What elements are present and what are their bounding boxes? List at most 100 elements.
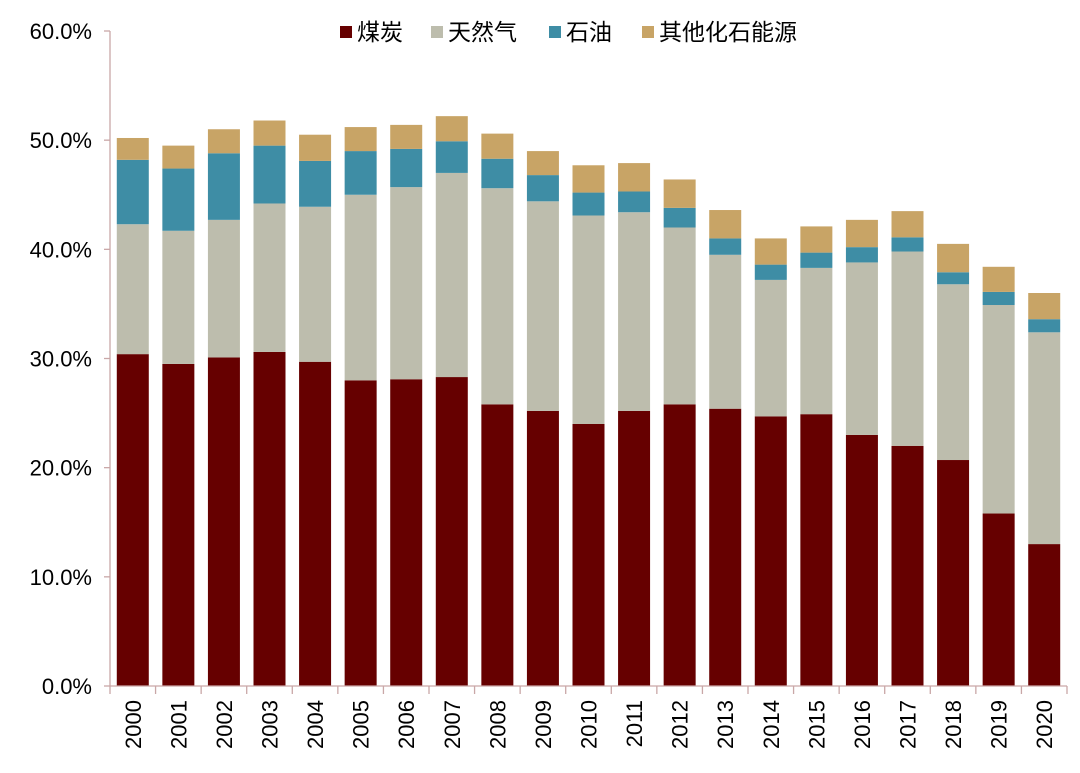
- bar-segment-gas-2003: [253, 203, 286, 352]
- bar-segment-oil-2011: [618, 191, 651, 213]
- x-tick-label: 2016: [850, 700, 875, 749]
- bar-segment-other-2010: [572, 165, 605, 193]
- x-tick-label: 2005: [349, 700, 374, 749]
- x-tick-label: 2008: [485, 700, 510, 749]
- bar-segment-coal-2020: [1028, 544, 1061, 686]
- bar-segment-other-2002: [207, 129, 240, 154]
- legend-label-gas: 天然气: [448, 20, 517, 46]
- legend-label-other: 其他化石能源: [659, 20, 797, 46]
- bar-segment-gas-2020: [1028, 332, 1061, 545]
- bar-segment-gas-2009: [526, 201, 559, 411]
- legend-label-coal: 煤炭: [357, 20, 403, 46]
- bar-segment-coal-2001: [162, 363, 195, 686]
- bar-segment-oil-2012: [663, 207, 696, 228]
- bar-segment-oil-2000: [116, 159, 149, 225]
- x-tick-label: 2009: [531, 700, 556, 749]
- bar-segment-coal-2008: [481, 404, 514, 686]
- bar-segment-coal-2004: [299, 361, 332, 686]
- bar-segment-gas-2019: [982, 305, 1015, 514]
- x-tick-label: 2014: [759, 700, 784, 749]
- bar-segment-gas-2015: [800, 267, 833, 415]
- bar-segment-other-2000: [116, 137, 149, 160]
- bar-segment-oil-2020: [1028, 319, 1061, 333]
- x-tick-label: 2002: [212, 700, 237, 749]
- bar-segment-coal-2017: [891, 445, 924, 686]
- bar-segment-coal-2000: [116, 354, 149, 686]
- bar-segment-coal-2009: [526, 410, 559, 686]
- bar-segment-oil-2004: [299, 160, 332, 207]
- bar-segment-other-2015: [800, 226, 833, 253]
- bar-segment-other-2018: [937, 243, 970, 273]
- bar-segment-other-2003: [253, 120, 286, 146]
- bar-segment-gas-2001: [162, 230, 195, 364]
- x-tick-label: 2001: [166, 700, 191, 749]
- bar-segment-gas-2008: [481, 188, 514, 405]
- bar-segment-coal-2016: [845, 434, 878, 686]
- bar-segment-other-2014: [754, 238, 787, 265]
- bar-segment-other-2001: [162, 145, 195, 169]
- bar-segment-coal-2014: [754, 416, 787, 686]
- bar-segment-gas-2007: [435, 172, 468, 378]
- bar-segment-gas-2004: [299, 206, 332, 362]
- bar-segment-coal-2006: [390, 379, 423, 686]
- bar-segment-gas-2018: [937, 284, 970, 461]
- bar-segment-oil-2006: [390, 148, 423, 188]
- bar-segment-gas-2002: [207, 219, 240, 358]
- x-tick-label: 2000: [121, 700, 146, 749]
- x-tick-label: 2006: [394, 700, 419, 749]
- bar-segment-other-2019: [982, 266, 1015, 292]
- bar-segment-coal-2005: [344, 380, 377, 686]
- bar-segment-other-2013: [709, 210, 742, 239]
- y-tick-label: 60.0%: [30, 19, 92, 44]
- bar-segment-other-2007: [435, 116, 468, 142]
- bar-segment-oil-2013: [709, 238, 742, 255]
- bars: [116, 116, 1061, 686]
- legend-label-oil: 石油: [566, 20, 612, 46]
- x-tick-label: 2010: [577, 700, 602, 749]
- bar-segment-oil-2017: [891, 237, 924, 252]
- bar-segment-other-2012: [663, 179, 696, 208]
- bar-segment-coal-2002: [207, 357, 240, 686]
- bar-segment-coal-2012: [663, 404, 696, 686]
- bar-segment-other-2009: [526, 151, 559, 176]
- bar-segment-gas-2010: [572, 215, 605, 424]
- x-tick-label: 2013: [713, 700, 738, 749]
- y-tick-label: 50.0%: [30, 128, 92, 153]
- bar-segment-gas-2017: [891, 251, 924, 446]
- bar-segment-oil-2005: [344, 151, 377, 195]
- bar-segment-coal-2007: [435, 377, 468, 686]
- bar-segment-gas-2005: [344, 194, 377, 381]
- bar-segment-oil-2009: [526, 175, 559, 202]
- bar-segment-coal-2010: [572, 424, 605, 686]
- bar-segment-oil-2001: [162, 168, 195, 231]
- legend: 煤炭 天然气 石油 其他化石能源: [340, 20, 797, 46]
- legend-swatch-gas: [431, 26, 443, 38]
- legend-swatch-coal: [340, 26, 352, 38]
- bar-segment-oil-2008: [481, 158, 514, 189]
- bar-segment-oil-2018: [937, 272, 970, 285]
- bar-segment-other-2005: [344, 127, 377, 152]
- y-tick-label: 0.0%: [42, 674, 92, 699]
- legend-swatch-oil: [549, 26, 561, 38]
- bar-segment-coal-2011: [618, 410, 651, 686]
- bar-segment-oil-2010: [572, 192, 605, 216]
- bar-segment-oil-2019: [982, 291, 1015, 306]
- bar-segment-gas-2011: [618, 212, 651, 411]
- x-tick-label: 2012: [668, 700, 693, 749]
- bar-segment-other-2006: [390, 124, 423, 149]
- bar-segment-oil-2002: [207, 153, 240, 220]
- bar-segment-oil-2003: [253, 145, 286, 204]
- bar-segment-other-2004: [299, 134, 332, 161]
- x-tick-label: 2015: [804, 700, 829, 749]
- bar-segment-gas-2000: [116, 224, 149, 355]
- legend-swatch-other: [642, 26, 654, 38]
- bar-segment-other-2011: [618, 163, 651, 192]
- bar-segment-gas-2013: [709, 254, 742, 409]
- bar-segment-other-2008: [481, 133, 514, 159]
- bar-segment-coal-2015: [800, 414, 833, 686]
- x-axis: 2000 2001 2002 2003 2004 2005 2006 2007 2008 2009…: [109, 685, 1068, 749]
- bar-segment-oil-2015: [800, 252, 833, 268]
- bar-segment-oil-2007: [435, 141, 468, 173]
- bar-segment-gas-2014: [754, 279, 787, 417]
- x-tick-label: 2020: [1032, 700, 1057, 749]
